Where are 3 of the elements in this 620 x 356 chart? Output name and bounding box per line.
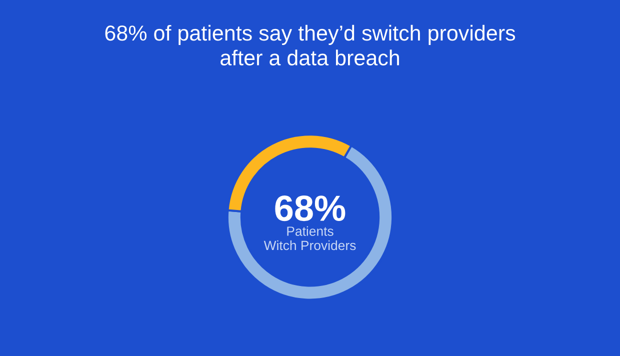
chart-title: 68% of patients say they’d switch providers after a data breach <box>105 24 516 66</box>
text: Patients Witch Providers <box>264 226 356 250</box>
text: 68% <box>275 196 346 222</box>
